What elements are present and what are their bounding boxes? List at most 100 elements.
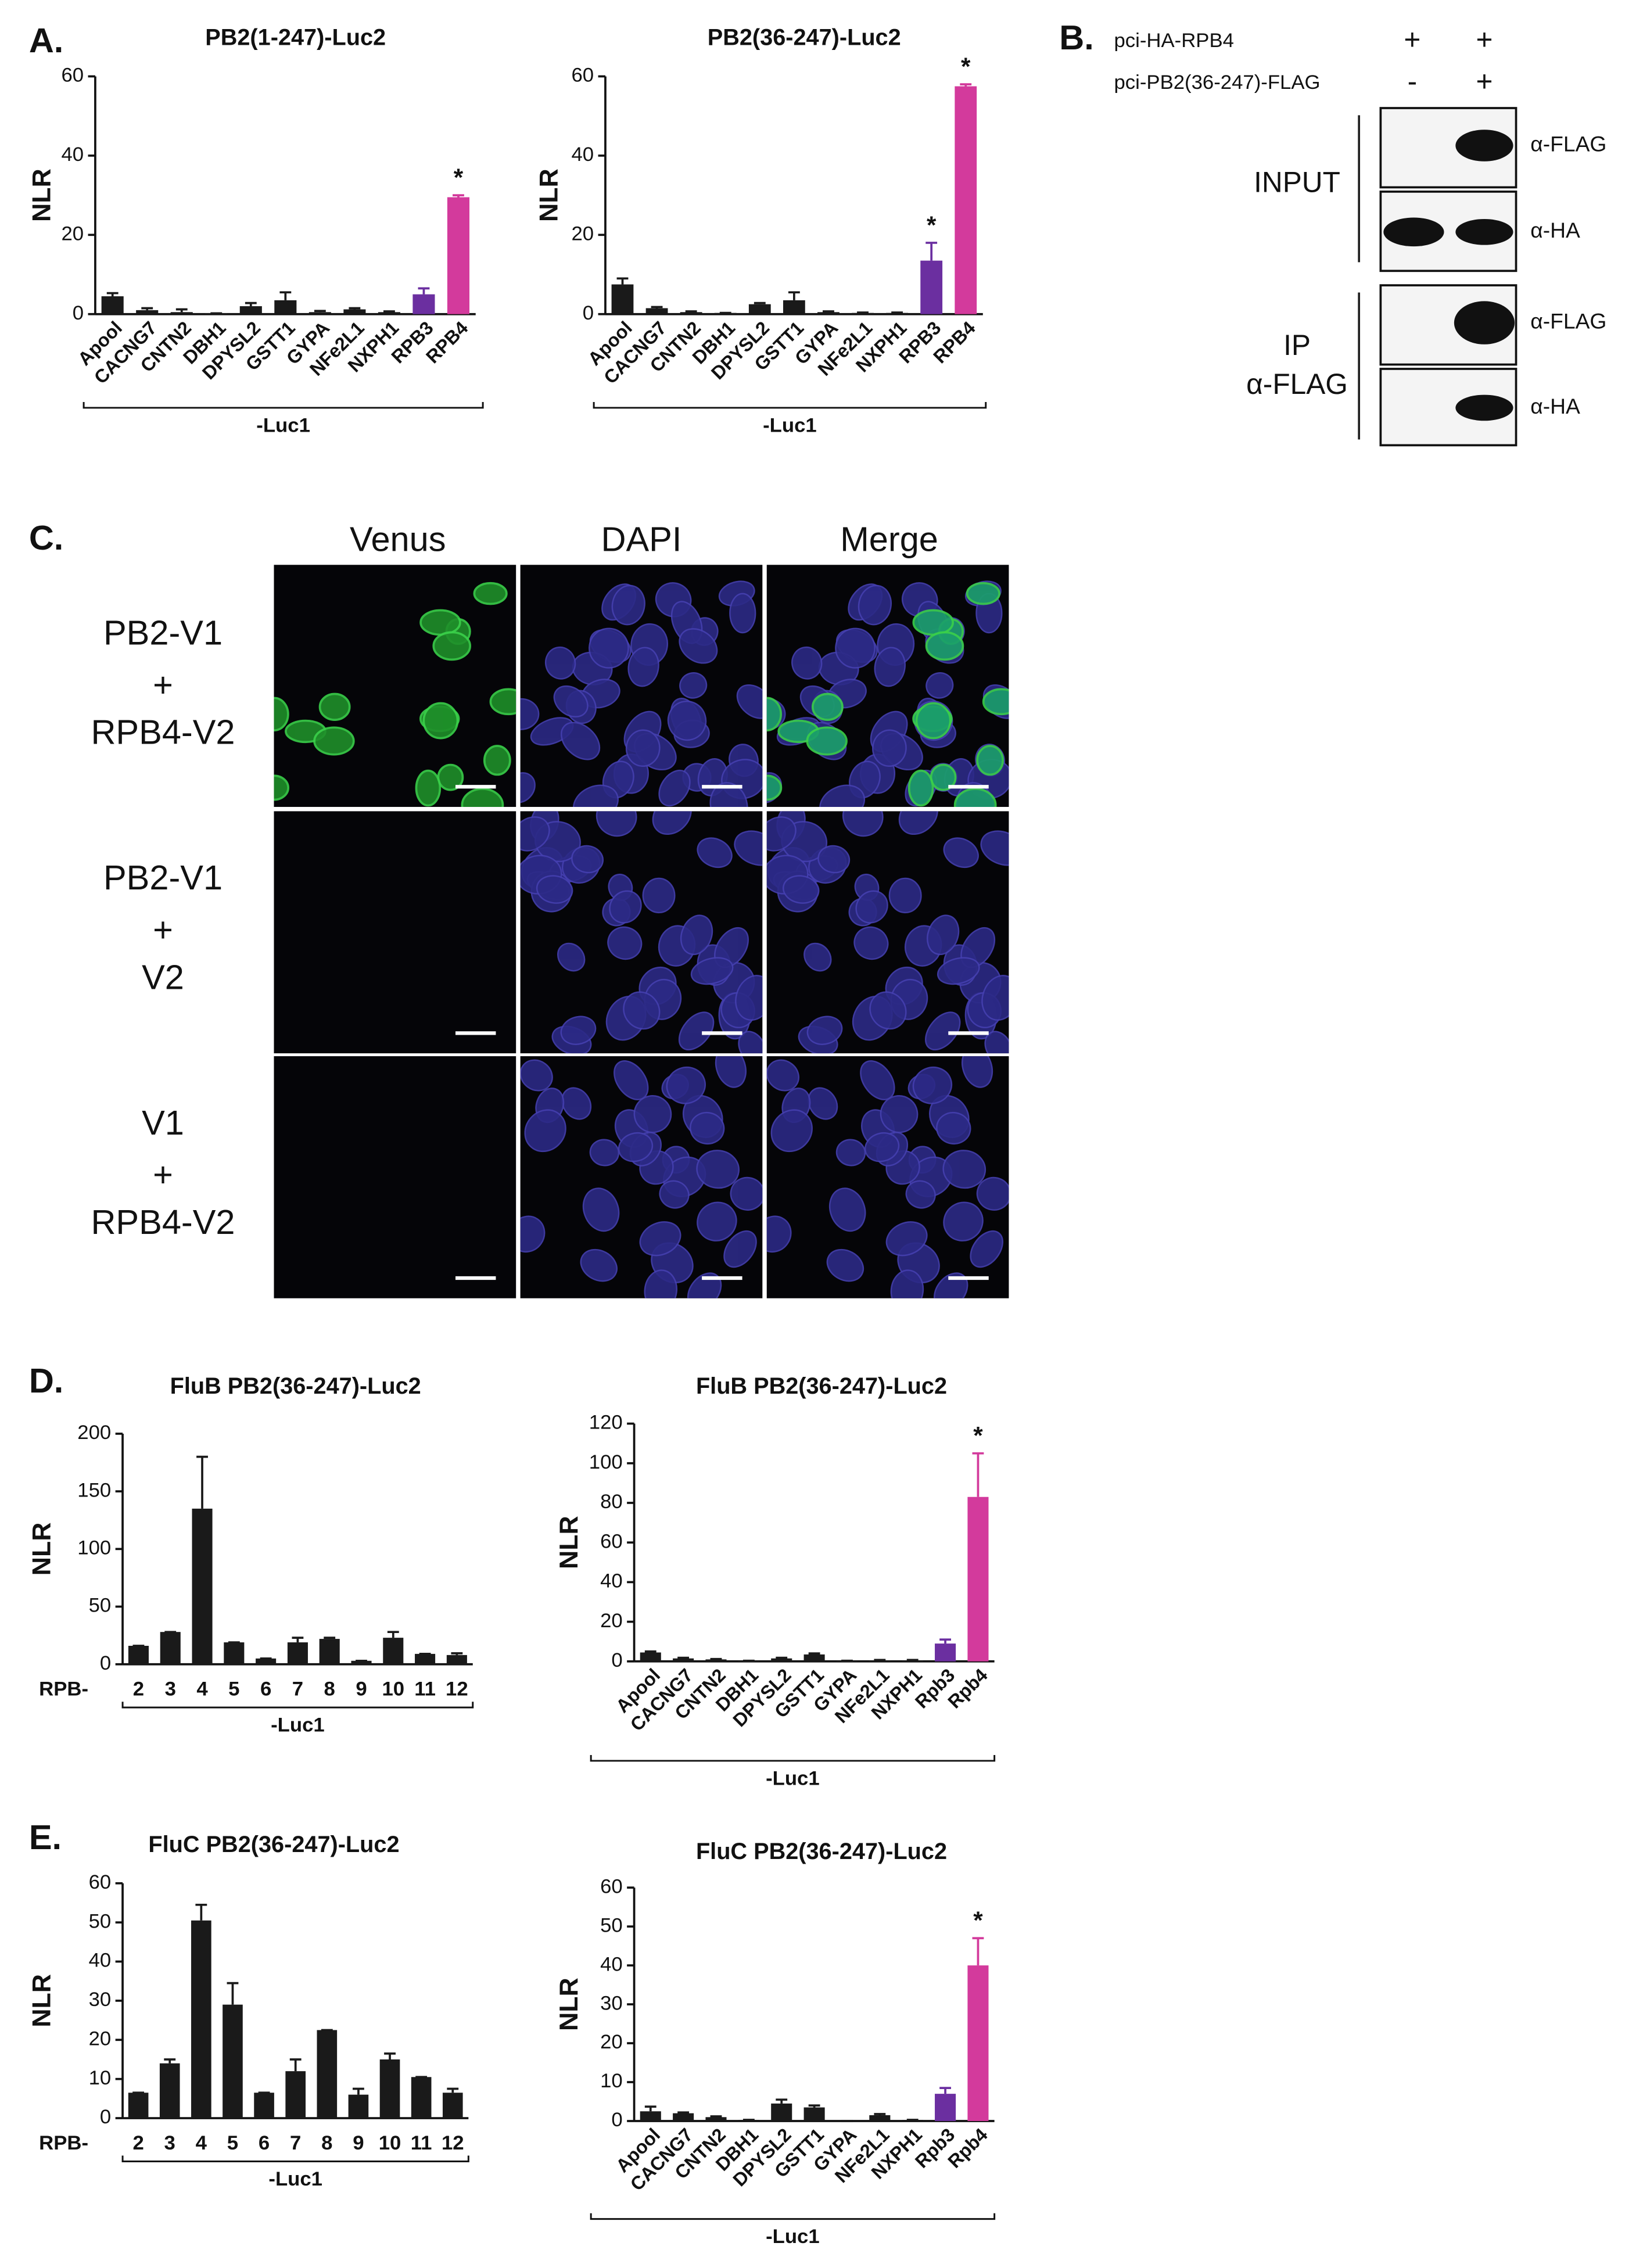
bar	[447, 197, 470, 314]
nucleus	[898, 811, 938, 835]
x-tick-label: 5	[227, 2132, 238, 2154]
nucleus	[609, 890, 642, 924]
venus-signal	[766, 774, 783, 801]
bar	[673, 1658, 694, 1661]
venus-signal	[982, 688, 1009, 716]
nucleus	[853, 926, 889, 960]
nucleus	[723, 1230, 757, 1268]
y-tick-label: 50	[600, 1914, 623, 1936]
nucleus	[536, 875, 573, 904]
error-bar	[972, 1937, 984, 1966]
row-label: RPB4-V2	[91, 1203, 235, 1241]
row-label: PB2-V1	[103, 858, 223, 897]
nucleus	[912, 1066, 953, 1104]
bar	[256, 1658, 277, 1664]
lane-sign: +	[1404, 23, 1420, 56]
nucleus	[573, 784, 619, 807]
bar	[159, 2063, 180, 2119]
row-label: +	[153, 1155, 173, 1194]
bar	[640, 2111, 661, 2122]
band	[1383, 217, 1444, 247]
venus-signal	[313, 726, 355, 756]
bar	[955, 86, 977, 314]
x-tick-label: 3	[165, 1678, 176, 1700]
x-tick-label: 6	[260, 1678, 271, 1700]
y-axis-label: NLR	[555, 1516, 583, 1569]
nucleus	[869, 991, 907, 1030]
bar	[317, 2030, 338, 2119]
bar	[640, 1652, 661, 1661]
error-bar	[788, 291, 800, 300]
panel-label: E.	[29, 1818, 62, 1857]
nucleus	[715, 1056, 747, 1088]
nucleus	[582, 1187, 620, 1232]
nucleus	[872, 729, 907, 767]
microscopy-grid: Venus DAPI Merge PB2-V1 + RPB4-V2 PB2-V1…	[91, 519, 1009, 1298]
panel-label: D.	[29, 1361, 64, 1400]
error-bar	[195, 1903, 207, 1921]
group-label: -Luc1	[766, 1767, 820, 1789]
row-label: PB2-V1	[103, 613, 223, 652]
antibody-label: α-HA	[1530, 218, 1580, 242]
error-bar	[823, 310, 834, 313]
significance-mark: *	[454, 164, 464, 191]
nucleus	[667, 700, 707, 741]
group-label: α-FLAG	[1246, 368, 1348, 400]
nucleus	[864, 1132, 900, 1162]
nucleus	[596, 811, 637, 837]
bar	[967, 1965, 989, 2122]
bar	[411, 2077, 432, 2119]
nucleus	[560, 1015, 597, 1045]
nucleus	[925, 1011, 961, 1051]
bar	[285, 2071, 306, 2119]
nucleus	[571, 845, 604, 874]
x-tick-label: 4	[196, 2132, 207, 2154]
y-tick-label: 40	[89, 1950, 112, 1972]
bar	[673, 2113, 694, 2122]
micrograph	[274, 1056, 516, 1298]
band	[1455, 394, 1513, 421]
venus-signal	[274, 697, 289, 731]
nucleus	[623, 991, 661, 1030]
bar	[412, 294, 435, 314]
error-bar	[279, 291, 292, 300]
nucleus	[618, 1132, 654, 1162]
group-label: -Luc1	[268, 2168, 322, 2190]
bar	[935, 1643, 956, 1661]
nucleus	[553, 685, 589, 718]
bar	[935, 2094, 956, 2122]
error-bar	[710, 1657, 722, 1660]
nucleus	[819, 784, 866, 807]
band	[1454, 301, 1515, 344]
error-bar	[383, 310, 395, 313]
y-tick-label: 20	[571, 223, 594, 245]
nucleus	[687, 1272, 722, 1298]
nucleus	[690, 957, 734, 985]
error-bar	[164, 2058, 176, 2064]
lane-sign: +	[1476, 23, 1493, 56]
error-bar	[710, 2115, 722, 2118]
error-bar	[175, 308, 188, 313]
x-tick-label: 8	[324, 1678, 335, 1700]
error-bar	[776, 1656, 788, 1659]
venus-signal	[432, 631, 471, 661]
bar	[383, 1638, 404, 1664]
chart-title: FluB PB2(36-247)-Luc2	[170, 1373, 421, 1399]
nucleus	[980, 830, 1009, 866]
y-tick-label: 30	[89, 1989, 112, 2011]
error-bar	[245, 302, 257, 307]
nucleus	[659, 1180, 690, 1209]
bar	[680, 312, 702, 314]
group-bracket	[590, 1755, 996, 1762]
y-tick-label: 200	[77, 1422, 111, 1444]
nucleus	[697, 837, 733, 869]
nucleus	[557, 942, 586, 972]
error-bar	[939, 2087, 952, 2094]
group-bracket	[593, 402, 987, 409]
western-blot: pci-HA-RPB4 + + pci-PB2(36-247)-FLAG - +…	[1114, 23, 1606, 447]
bar	[224, 1642, 245, 1664]
significance-mark: *	[927, 211, 937, 239]
bar	[705, 1659, 727, 1661]
y-tick-label: 40	[61, 143, 84, 166]
nucleus	[607, 926, 643, 960]
